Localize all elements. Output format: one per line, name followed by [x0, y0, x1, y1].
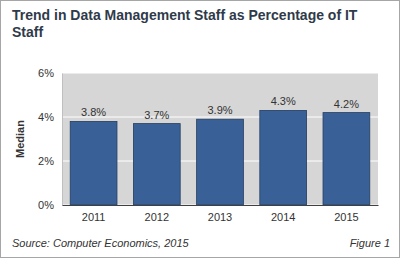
x-tick-label: 2012 — [145, 211, 169, 223]
data-label: 3.9% — [207, 104, 232, 116]
x-axis: 2011 2012 2013 2014 2015 — [63, 205, 379, 223]
y-tick: 2% — [38, 155, 62, 167]
bar — [133, 124, 180, 205]
y-tick: 6% — [38, 67, 62, 79]
chart: Trend in Data Management Staff as Percen… — [0, 0, 400, 258]
bar — [197, 119, 244, 205]
figure-note: Figure 1 — [350, 237, 390, 249]
bar — [323, 113, 370, 205]
title: Trend in Data Management Staff as Percen… — [12, 7, 358, 40]
bar — [70, 121, 117, 205]
plot: 0% 2% 4% 6% 2011 2012 2013 2014 2015 3.8% 3.7% 3.9%… — [38, 67, 378, 223]
bars — [70, 110, 370, 205]
x-tick: 2013 — [208, 205, 232, 223]
x-tick: 2014 — [271, 205, 295, 223]
y-axis-title: Median — [14, 120, 26, 158]
x-tick-label: 2015 — [334, 211, 358, 223]
data-label: 3.8% — [81, 106, 106, 118]
data-labels: 3.8% 3.7% 3.9% 4.3% 4.2% — [81, 95, 359, 120]
x-tick-label: 2013 — [208, 211, 232, 223]
x-axis-line — [63, 205, 379, 206]
title-line: Staff — [12, 24, 43, 40]
y-tick-label: 4% — [38, 111, 54, 123]
data-label: 4.2% — [334, 98, 359, 110]
plot-background — [62, 73, 378, 205]
x-tick-label: 2011 — [82, 211, 106, 223]
y-tick-label: 2% — [38, 155, 54, 167]
y-axis: 0% 2% 4% 6% — [38, 67, 62, 211]
x-tick: 2012 — [145, 205, 169, 223]
y-tick: 4% — [38, 111, 62, 123]
x-tick: 2015 — [334, 205, 358, 223]
frame — [1, 1, 400, 258]
y-tick-label: 0% — [38, 199, 54, 211]
y-tick: 0% — [38, 199, 62, 211]
y-axis-line — [62, 74, 63, 206]
x-tick-label: 2014 — [271, 211, 295, 223]
y-tick-label: 6% — [38, 67, 54, 79]
source-note: Source: Computer Economics, 2015 — [12, 237, 190, 249]
x-tick: 2011 — [82, 205, 106, 223]
bar — [260, 110, 307, 205]
title-line: Trend in Data Management Staff as Percen… — [12, 7, 358, 23]
data-label: 4.3% — [271, 95, 296, 107]
data-label: 3.7% — [144, 109, 169, 121]
grid — [62, 73, 378, 205]
grid-line — [62, 73, 378, 74]
